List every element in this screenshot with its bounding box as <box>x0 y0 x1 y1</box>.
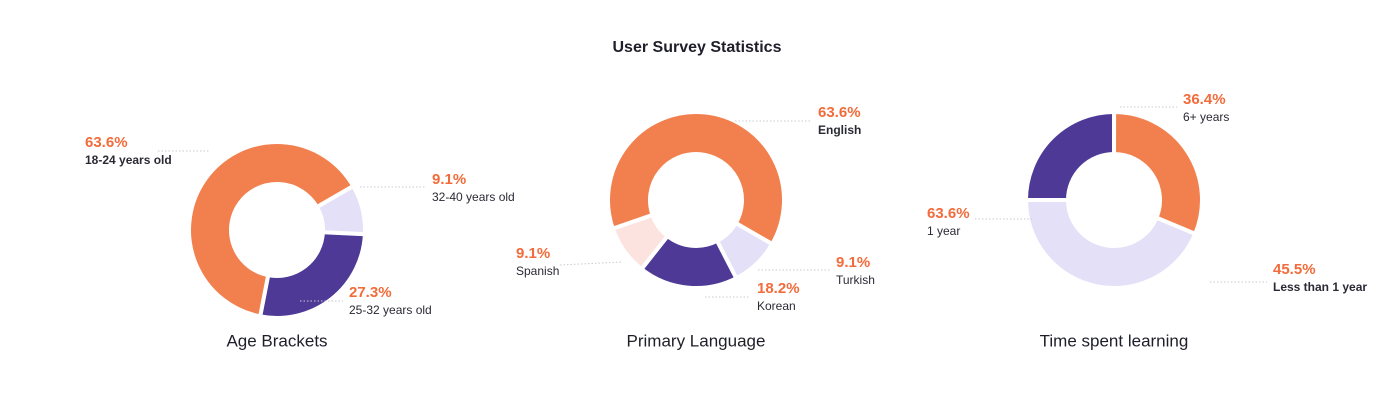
donut-segment <box>1112 110 1204 236</box>
page-title: User Survey Statistics <box>613 39 782 56</box>
donut-segment <box>606 110 786 246</box>
donut-segment <box>187 140 356 319</box>
category-label: English <box>818 123 861 137</box>
category-label: 1 year <box>927 224 960 238</box>
category-label: Spanish <box>516 264 559 278</box>
chart-title: Age Brackets <box>226 331 327 350</box>
chart-title: Primary Language <box>627 331 766 350</box>
donut-segment <box>1024 198 1198 290</box>
donut-segment <box>258 230 367 320</box>
value-label: 9.1% <box>516 245 550 262</box>
category-label: 25-32 years old <box>349 303 432 317</box>
value-label: 18.2% <box>757 280 800 297</box>
category-label: 18-24 years old <box>85 153 172 167</box>
category-label: Turkish <box>836 273 875 287</box>
value-label: 36.4% <box>1183 91 1226 108</box>
value-label: 27.3% <box>349 284 392 301</box>
value-label: 45.5% <box>1273 261 1316 278</box>
category-label: Korean <box>757 299 796 313</box>
value-label: 9.1% <box>432 171 466 188</box>
category-label: 6+ years <box>1183 110 1229 124</box>
leader-line <box>559 261 623 266</box>
donut-segment <box>1024 109 1117 202</box>
value-label: 63.6% <box>85 134 128 151</box>
category-label: Less than 1 year <box>1273 280 1367 294</box>
category-label: 32-40 years old <box>432 190 515 204</box>
value-label: 9.1% <box>836 254 870 271</box>
chart-title: Time spent learning <box>1040 331 1189 350</box>
value-label: 63.6% <box>927 205 970 222</box>
value-label: 63.6% <box>818 104 861 121</box>
